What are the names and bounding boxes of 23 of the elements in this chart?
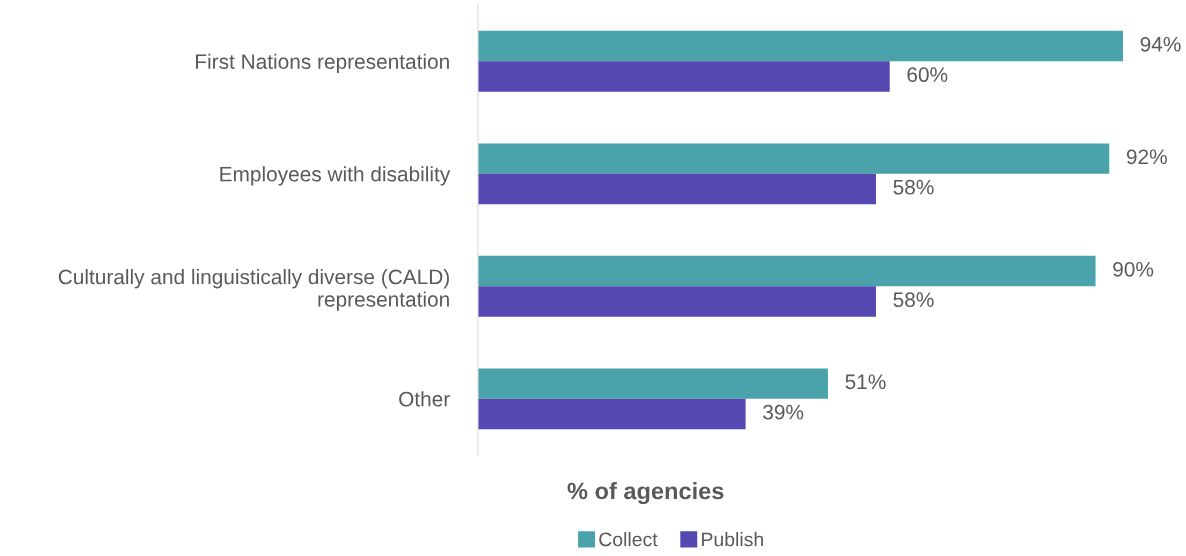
data-label: 94% — [1140, 36, 1181, 52]
y-tick-label: Culturally and linguistically diverse (CALD) representation — [58, 268, 449, 311]
y-tick-label: Other — [399, 391, 450, 407]
y-tick-label: First Nations representation — [196, 53, 449, 74]
bar — [478, 143, 1110, 174]
data-label: 39% — [763, 404, 804, 420]
data-label: 60% — [907, 67, 948, 83]
legend-label: Publish — [702, 532, 763, 547]
data-label: 92% — [1126, 149, 1167, 165]
legend-label: Collect — [599, 532, 658, 547]
bar — [478, 173, 876, 205]
bar — [478, 30, 1123, 62]
bar — [478, 255, 1096, 287]
y-tick-label: Employees with disability — [220, 166, 451, 186]
x-axis-title: % of agencies — [567, 482, 724, 505]
data-label: 90% — [1113, 261, 1154, 277]
bar — [478, 286, 876, 317]
data-label: 58% — [893, 179, 934, 195]
bar — [478, 368, 828, 399]
data-label: 58% — [893, 292, 934, 308]
data-label: 51% — [845, 374, 886, 390]
bar — [478, 398, 746, 430]
bar — [478, 61, 890, 92]
